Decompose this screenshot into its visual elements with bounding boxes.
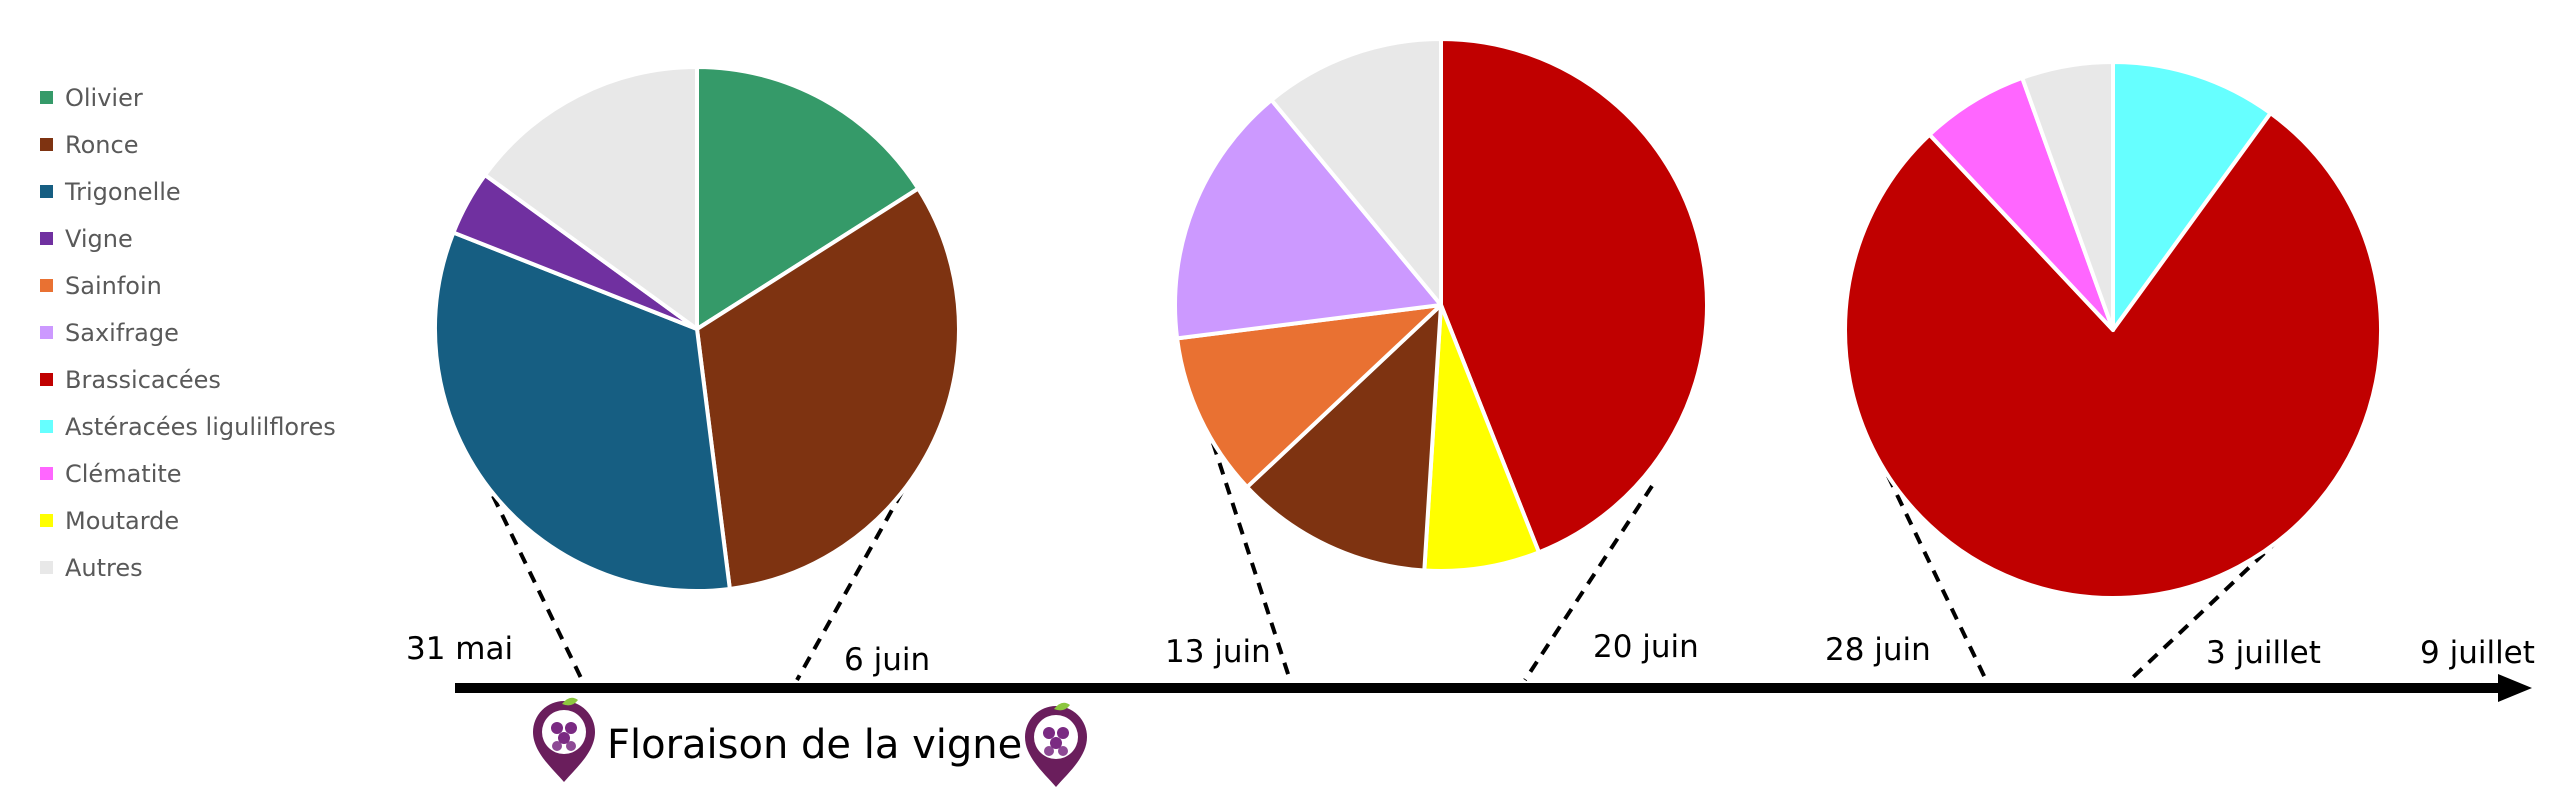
legend-item-asteracees: Astéracées ligulilflores [40, 403, 336, 450]
pie-1-slice-ronce [695, 186, 961, 591]
legend-label-asteracees: Astéracées ligulilflores [65, 412, 336, 441]
pie-connectors [491, 442, 2312, 682]
legend-item-vigne: Vigne [40, 215, 336, 262]
legend-item-trigonelle: Trigonelle [40, 168, 336, 215]
legend-item-sainfoin: Sainfoin [40, 262, 336, 309]
pie-2-slice-autres [1269, 37, 1443, 307]
legend-swatch-autres [40, 561, 53, 574]
legend-label-saxifrage: Saxifrage [65, 318, 179, 347]
date-label-0: 31 mai [406, 631, 513, 667]
date-label-5: 3 juillet [2206, 635, 2321, 671]
date-label-2: 13 juin [1165, 634, 1271, 670]
pie-3-slice-autres [2020, 60, 2115, 332]
legend-item-olivier: Olivier [40, 74, 336, 121]
pie-3-slice-clematite [1927, 75, 2115, 332]
legend-swatch-clematite [40, 467, 53, 480]
legend-label-moutarde: Moutarde [65, 506, 180, 535]
legend-label-vigne: Vigne [65, 224, 133, 253]
event-label: Floraison de la vigne [607, 722, 1022, 768]
legend-label-clematite: Clématite [65, 459, 182, 488]
connector-line-0 [491, 495, 584, 681]
legend-swatch-vigne [40, 232, 53, 245]
legend-swatch-trigonelle [40, 185, 53, 198]
pie-1-slice-trigonelle [433, 230, 732, 593]
pie-charts [433, 37, 2383, 600]
grape-pin-icon [533, 697, 595, 782]
legend-label-autres: Autres [65, 553, 143, 582]
legend-swatch-sainfoin [40, 279, 53, 292]
legend-item-autres: Autres [40, 544, 336, 591]
pie-1 [433, 65, 961, 593]
date-label-3: 20 juin [1593, 629, 1699, 665]
pie-2-slice-sainfoin [1175, 303, 1443, 490]
pie-2-slice-brassicacees [1439, 37, 1709, 555]
legend-swatch-olivier [40, 91, 53, 104]
connector-line-1 [795, 491, 904, 681]
legend-label-ronce: Ronce [65, 130, 139, 159]
date-label-1: 6 juin [844, 642, 930, 678]
legend: Olivier Ronce Trigonelle Vigne Sainfoin … [40, 74, 336, 591]
legend-label-brassicacees: Brassicacées [65, 365, 221, 394]
legend-item-moutarde: Moutarde [40, 497, 336, 544]
pie-3-slice-asteracees [2111, 60, 2273, 332]
legend-item-clematite: Clématite [40, 450, 336, 497]
legend-label-sainfoin: Sainfoin [65, 271, 162, 300]
timeline [455, 674, 2532, 702]
pie-2-slice-saxifrage [1173, 98, 1443, 341]
legend-label-trigonelle: Trigonelle [65, 177, 181, 206]
legend-swatch-saxifrage [40, 326, 53, 339]
pie-2-slice-ronce [1245, 303, 1443, 573]
pie-2-slice-moutarde [1422, 303, 1541, 573]
flowering-event: Floraison de la vigne [533, 697, 1087, 787]
date-label-6: 9 juillet [2420, 635, 2535, 671]
legend-swatch-ronce [40, 138, 53, 151]
legend-swatch-moutarde [40, 514, 53, 527]
legend-item-saxifrage: Saxifrage [40, 309, 336, 356]
legend-item-ronce: Ronce [40, 121, 336, 168]
grape-pin-icon [1025, 702, 1087, 787]
connector-line-4 [1886, 475, 1988, 681]
timeline-arrowhead [2498, 674, 2532, 702]
connector-line-3 [1523, 484, 1654, 682]
date-label-4: 28 juin [1825, 632, 1931, 668]
pie-1-slice-autres [483, 65, 699, 331]
pie-1-slice-olivier [695, 65, 921, 331]
pie-3-slice-brassicacees [1843, 111, 2383, 600]
legend-swatch-brassicacees [40, 373, 53, 386]
legend-label-olivier: Olivier [65, 83, 143, 112]
timeline-date-labels: 31 mai 6 juin 13 juin 20 juin 28 juin 3 … [406, 629, 2535, 678]
pie-2 [1173, 37, 1709, 573]
legend-item-brassicacees: Brassicacées [40, 356, 336, 403]
pie-3 [1843, 60, 2383, 600]
legend-swatch-asteracees [40, 420, 53, 433]
